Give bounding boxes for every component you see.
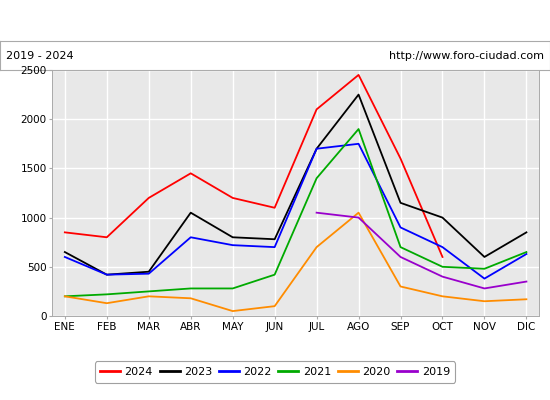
Text: http://www.foro-ciudad.com: http://www.foro-ciudad.com bbox=[389, 51, 544, 61]
Legend: 2024, 2023, 2022, 2021, 2020, 2019: 2024, 2023, 2022, 2021, 2020, 2019 bbox=[95, 362, 455, 382]
Text: 2019 - 2024: 2019 - 2024 bbox=[6, 51, 73, 61]
Text: Evolucion Nº Turistas Nacionales en el municipio de La Torre: Evolucion Nº Turistas Nacionales en el m… bbox=[54, 14, 496, 28]
